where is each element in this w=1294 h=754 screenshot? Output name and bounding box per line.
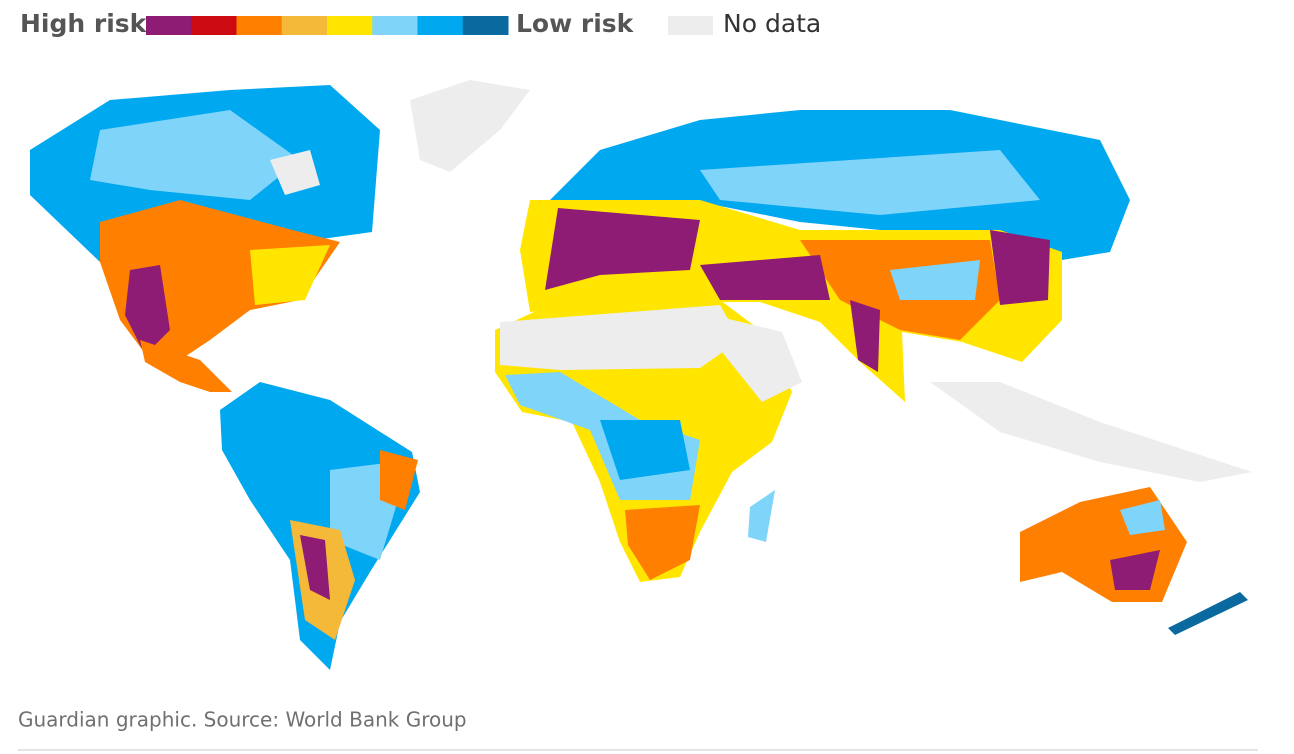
region [380, 450, 418, 510]
legend-swatch [417, 16, 464, 35]
source: Guardian graphic. Source: World Bank Gro… [18, 708, 467, 732]
region [850, 300, 880, 372]
sahara [500, 305, 740, 370]
region [990, 230, 1050, 305]
region [600, 420, 690, 480]
region [1120, 500, 1165, 535]
legend-swatch [462, 16, 509, 35]
no-data-swatch [668, 16, 713, 35]
no-data-label: No data [723, 9, 821, 38]
region [545, 208, 700, 290]
region [250, 245, 330, 305]
legend-swatch [146, 16, 192, 35]
world-map [30, 80, 1252, 670]
central-america [140, 340, 232, 392]
southeast-asia [930, 382, 1252, 482]
region [700, 150, 1040, 215]
region [300, 535, 330, 600]
greenland [410, 80, 530, 172]
region [270, 150, 320, 195]
legend-swatch [236, 16, 283, 35]
madagascar [748, 490, 775, 542]
region [625, 505, 700, 580]
region [700, 255, 830, 300]
legend-swatch [327, 16, 373, 35]
legend-swatch [191, 16, 237, 35]
region [1110, 550, 1160, 590]
legend-swatch [281, 16, 328, 35]
low-risk-label: Low risk [516, 9, 635, 38]
region [125, 265, 170, 355]
legend-swatch [372, 16, 418, 35]
legend: High risk Low risk No data [20, 9, 821, 38]
australia [1020, 487, 1187, 602]
new-zealand [1168, 592, 1248, 635]
high-risk-label: High risk [20, 9, 148, 38]
region [90, 110, 300, 200]
arabia [700, 312, 802, 402]
region [890, 260, 980, 300]
